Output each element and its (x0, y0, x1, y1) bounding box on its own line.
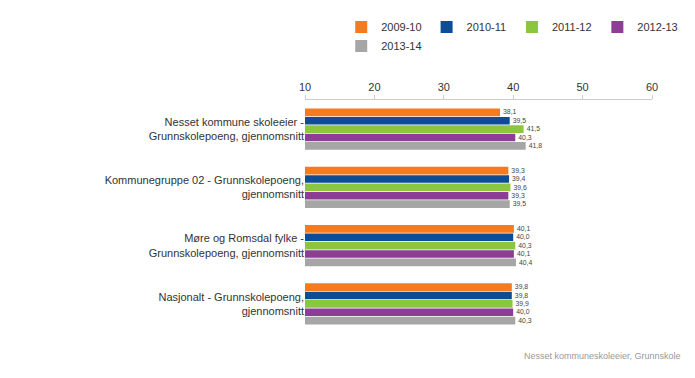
svg-text:39,8: 39,8 (515, 283, 529, 290)
svg-text:40,1: 40,1 (517, 225, 531, 232)
svg-text:60: 60 (646, 81, 658, 93)
svg-text:20: 20 (368, 81, 380, 93)
svg-text:Nesset kommune skoleeier -Grun: Nesset kommune skoleeier -Grunnskolepoen… (149, 116, 305, 142)
svg-text:39,9: 39,9 (516, 300, 530, 307)
svg-text:Møre og Romsdal fylke -Grunnsk: Møre og Romsdal fylke -Grunnskolepoeng, … (149, 232, 305, 258)
svg-text:2012-13: 2012-13 (637, 21, 677, 33)
svg-text:41,5: 41,5 (527, 125, 541, 132)
svg-text:50: 50 (576, 81, 588, 93)
svg-text:40,4: 40,4 (519, 259, 533, 266)
svg-text:30: 30 (438, 81, 450, 93)
svg-text:39,4: 39,4 (512, 175, 526, 182)
svg-text:41,8: 41,8 (529, 142, 543, 149)
svg-text:10: 10 (299, 81, 311, 93)
svg-text:40,1: 40,1 (517, 250, 531, 257)
svg-text:40,0: 40,0 (516, 233, 530, 240)
svg-text:40,3: 40,3 (518, 242, 532, 249)
svg-text:38,1: 38,1 (503, 108, 517, 115)
svg-text:2011-12: 2011-12 (552, 21, 592, 33)
svg-text:39,3: 39,3 (511, 167, 525, 174)
svg-text:39,5: 39,5 (513, 117, 527, 124)
svg-text:39,8: 39,8 (515, 292, 529, 299)
svg-text:40,3: 40,3 (518, 317, 532, 324)
svg-text:Nasjonalt - Grunnskolepoeng,gj: Nasjonalt - Grunnskolepoeng,gjennomsnitt (158, 291, 304, 317)
svg-text:39,5: 39,5 (513, 200, 527, 207)
svg-text:2010-11: 2010-11 (467, 21, 507, 33)
svg-text:2009-10: 2009-10 (381, 21, 421, 33)
svg-text:39,3: 39,3 (511, 192, 525, 199)
svg-text:40,0: 40,0 (516, 308, 530, 315)
svg-text:40,3: 40,3 (518, 134, 532, 141)
svg-text:2013-14: 2013-14 (381, 40, 421, 52)
svg-text:39,6: 39,6 (513, 184, 527, 191)
svg-text:Nesset kommuneskoleeier, Grunn: Nesset kommuneskoleeier, Grunnskole (524, 351, 681, 361)
svg-text:Kommunegruppe 02 - Grunnskolep: Kommunegruppe 02 - Grunnskolepoeng,gjenn… (105, 174, 304, 200)
svg-text:40: 40 (507, 81, 519, 93)
